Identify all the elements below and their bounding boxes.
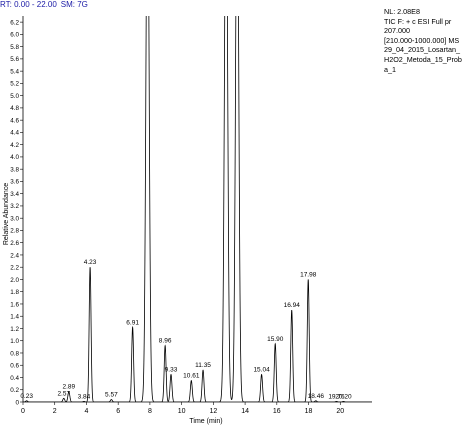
peak-label: 18.46 (308, 393, 325, 400)
x-tick-label: 20 (336, 408, 344, 415)
peak-label: 8.96 (159, 338, 172, 345)
x-tick-label: 14 (241, 408, 249, 415)
info-line: 29_04_2015_Losartan_ (384, 45, 460, 55)
peak-label: 15.90 (267, 336, 284, 343)
y-tick-label: 4.6 (10, 117, 19, 124)
x-tick-label: 16 (273, 408, 281, 415)
y-tick-label: 2.4 (10, 252, 19, 259)
peak-label: 2.57 (57, 390, 70, 397)
y-tick-label: 6.2 (10, 19, 19, 26)
y-tick-label: 0.2 (10, 387, 19, 394)
chromatogram-trace (23, 16, 372, 402)
info-line: [210.000-1000.000] MS (384, 35, 460, 45)
x-tick-label: 0 (21, 408, 25, 415)
y-tick-label: 5.2 (10, 81, 19, 88)
x-axis-title: Time (min) (189, 418, 222, 425)
peak-label: 0.23 (20, 393, 33, 400)
y-tick-label: 0.8 (10, 350, 19, 357)
y-tick-label: 4.2 (10, 142, 19, 149)
info-line: NL: 2.08E8 (384, 7, 420, 16)
y-tick-label: 2.6 (10, 240, 19, 247)
y-tick-label: 5.0 (10, 93, 19, 100)
peak-label: 16.94 (284, 302, 301, 309)
y-axis-title: Relative Abundance (3, 183, 10, 245)
y-tick-label: 1.2 (10, 326, 19, 333)
y-tick-label: 5.6 (10, 56, 19, 63)
x-tick-label: 6 (116, 408, 120, 415)
y-tick-label: 3.2 (10, 203, 19, 210)
y-tick-label: 5.4 (10, 68, 19, 75)
info-line: 207.000 (384, 26, 410, 36)
rt-range-label: RT: 0.00 - 22.00 (0, 0, 57, 9)
y-tick-label: 2.8 (10, 228, 19, 235)
y-tick-label: 2.2 (10, 265, 19, 272)
y-tick-label: 0.4 (10, 375, 19, 382)
x-tick-label: 2 (53, 408, 57, 415)
peak-label: 6.91 (126, 319, 139, 326)
chart-axes: 0 0.2 0.4 0.6 0.8 1.0 1.2 1.4 1.6 1.8 2.0 2.2 2.4 2.6… (10, 16, 372, 415)
x-tick-label: 10 (178, 408, 186, 415)
y-tick-label: 3.6 (10, 179, 19, 186)
y-tick-label: 3.8 (10, 166, 19, 173)
x-tick-label: 18 (305, 408, 313, 415)
peak-label: 9.33 (165, 366, 178, 373)
info-line: TIC F: + c ESI Full pr (384, 16, 452, 26)
y-tick-label: 6.0 (10, 32, 19, 39)
trace-line (23, 16, 372, 402)
y-tick-label: 1.8 (10, 289, 19, 296)
peak-label: 10.61 (183, 373, 200, 380)
y-tick-label: 4.0 (10, 154, 19, 161)
smoothing-label: SM: 7G (60, 0, 88, 9)
y-tick-label: 4.4 (10, 130, 19, 137)
peak-label: 2.89 (63, 384, 76, 391)
y-tick-label: 1.6 (10, 301, 19, 308)
peak-label: 19.76 (328, 393, 345, 400)
x-tick-label: 4 (85, 408, 89, 415)
y-tick-label: 1.0 (10, 338, 19, 345)
info-line: a_1 (384, 64, 396, 74)
y-tick-label: 4.8 (10, 105, 19, 112)
info-line: H2O2_Metoda_15_Prob (384, 54, 462, 64)
y-tick-label: 5.8 (10, 44, 19, 51)
peak-label: 5.57 (105, 392, 118, 399)
x-tick-label: 12 (209, 408, 217, 415)
y-tick-label: 0.6 (10, 363, 19, 370)
y-tick-label: 0 (15, 399, 19, 406)
chart-header: RT: 0.00 - 22.00 SM: 7G (0, 0, 92, 10)
peak-label: 17.98 (300, 271, 317, 278)
y-tick-label: 3.4 (10, 191, 19, 198)
peak-label: 15.04 (253, 366, 270, 373)
x-tick-label: 8 (148, 408, 152, 415)
scan-info-block: NL: 2.08E8 TIC F: + c ESI Full pr 207.00… (384, 7, 472, 74)
peak-label: 3.84 (78, 393, 91, 400)
y-tick-label: 3.0 (10, 215, 19, 222)
peak-label: 11.35 (195, 362, 211, 369)
peak-labels: 0.23 2.572.893.84 4.23 5.57 6.91 8.96 9.33 10.6… (20, 259, 352, 400)
y-tick-label: 1.4 (10, 314, 19, 321)
peak-label: 4.23 (84, 259, 97, 266)
peak-label: 20.20 (335, 393, 352, 400)
y-tick-label: 2.0 (10, 277, 19, 284)
